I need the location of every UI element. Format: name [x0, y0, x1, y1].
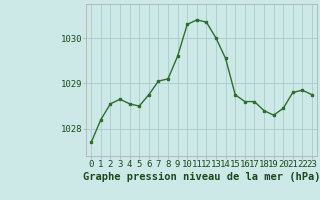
X-axis label: Graphe pression niveau de la mer (hPa): Graphe pression niveau de la mer (hPa) [83, 172, 320, 182]
